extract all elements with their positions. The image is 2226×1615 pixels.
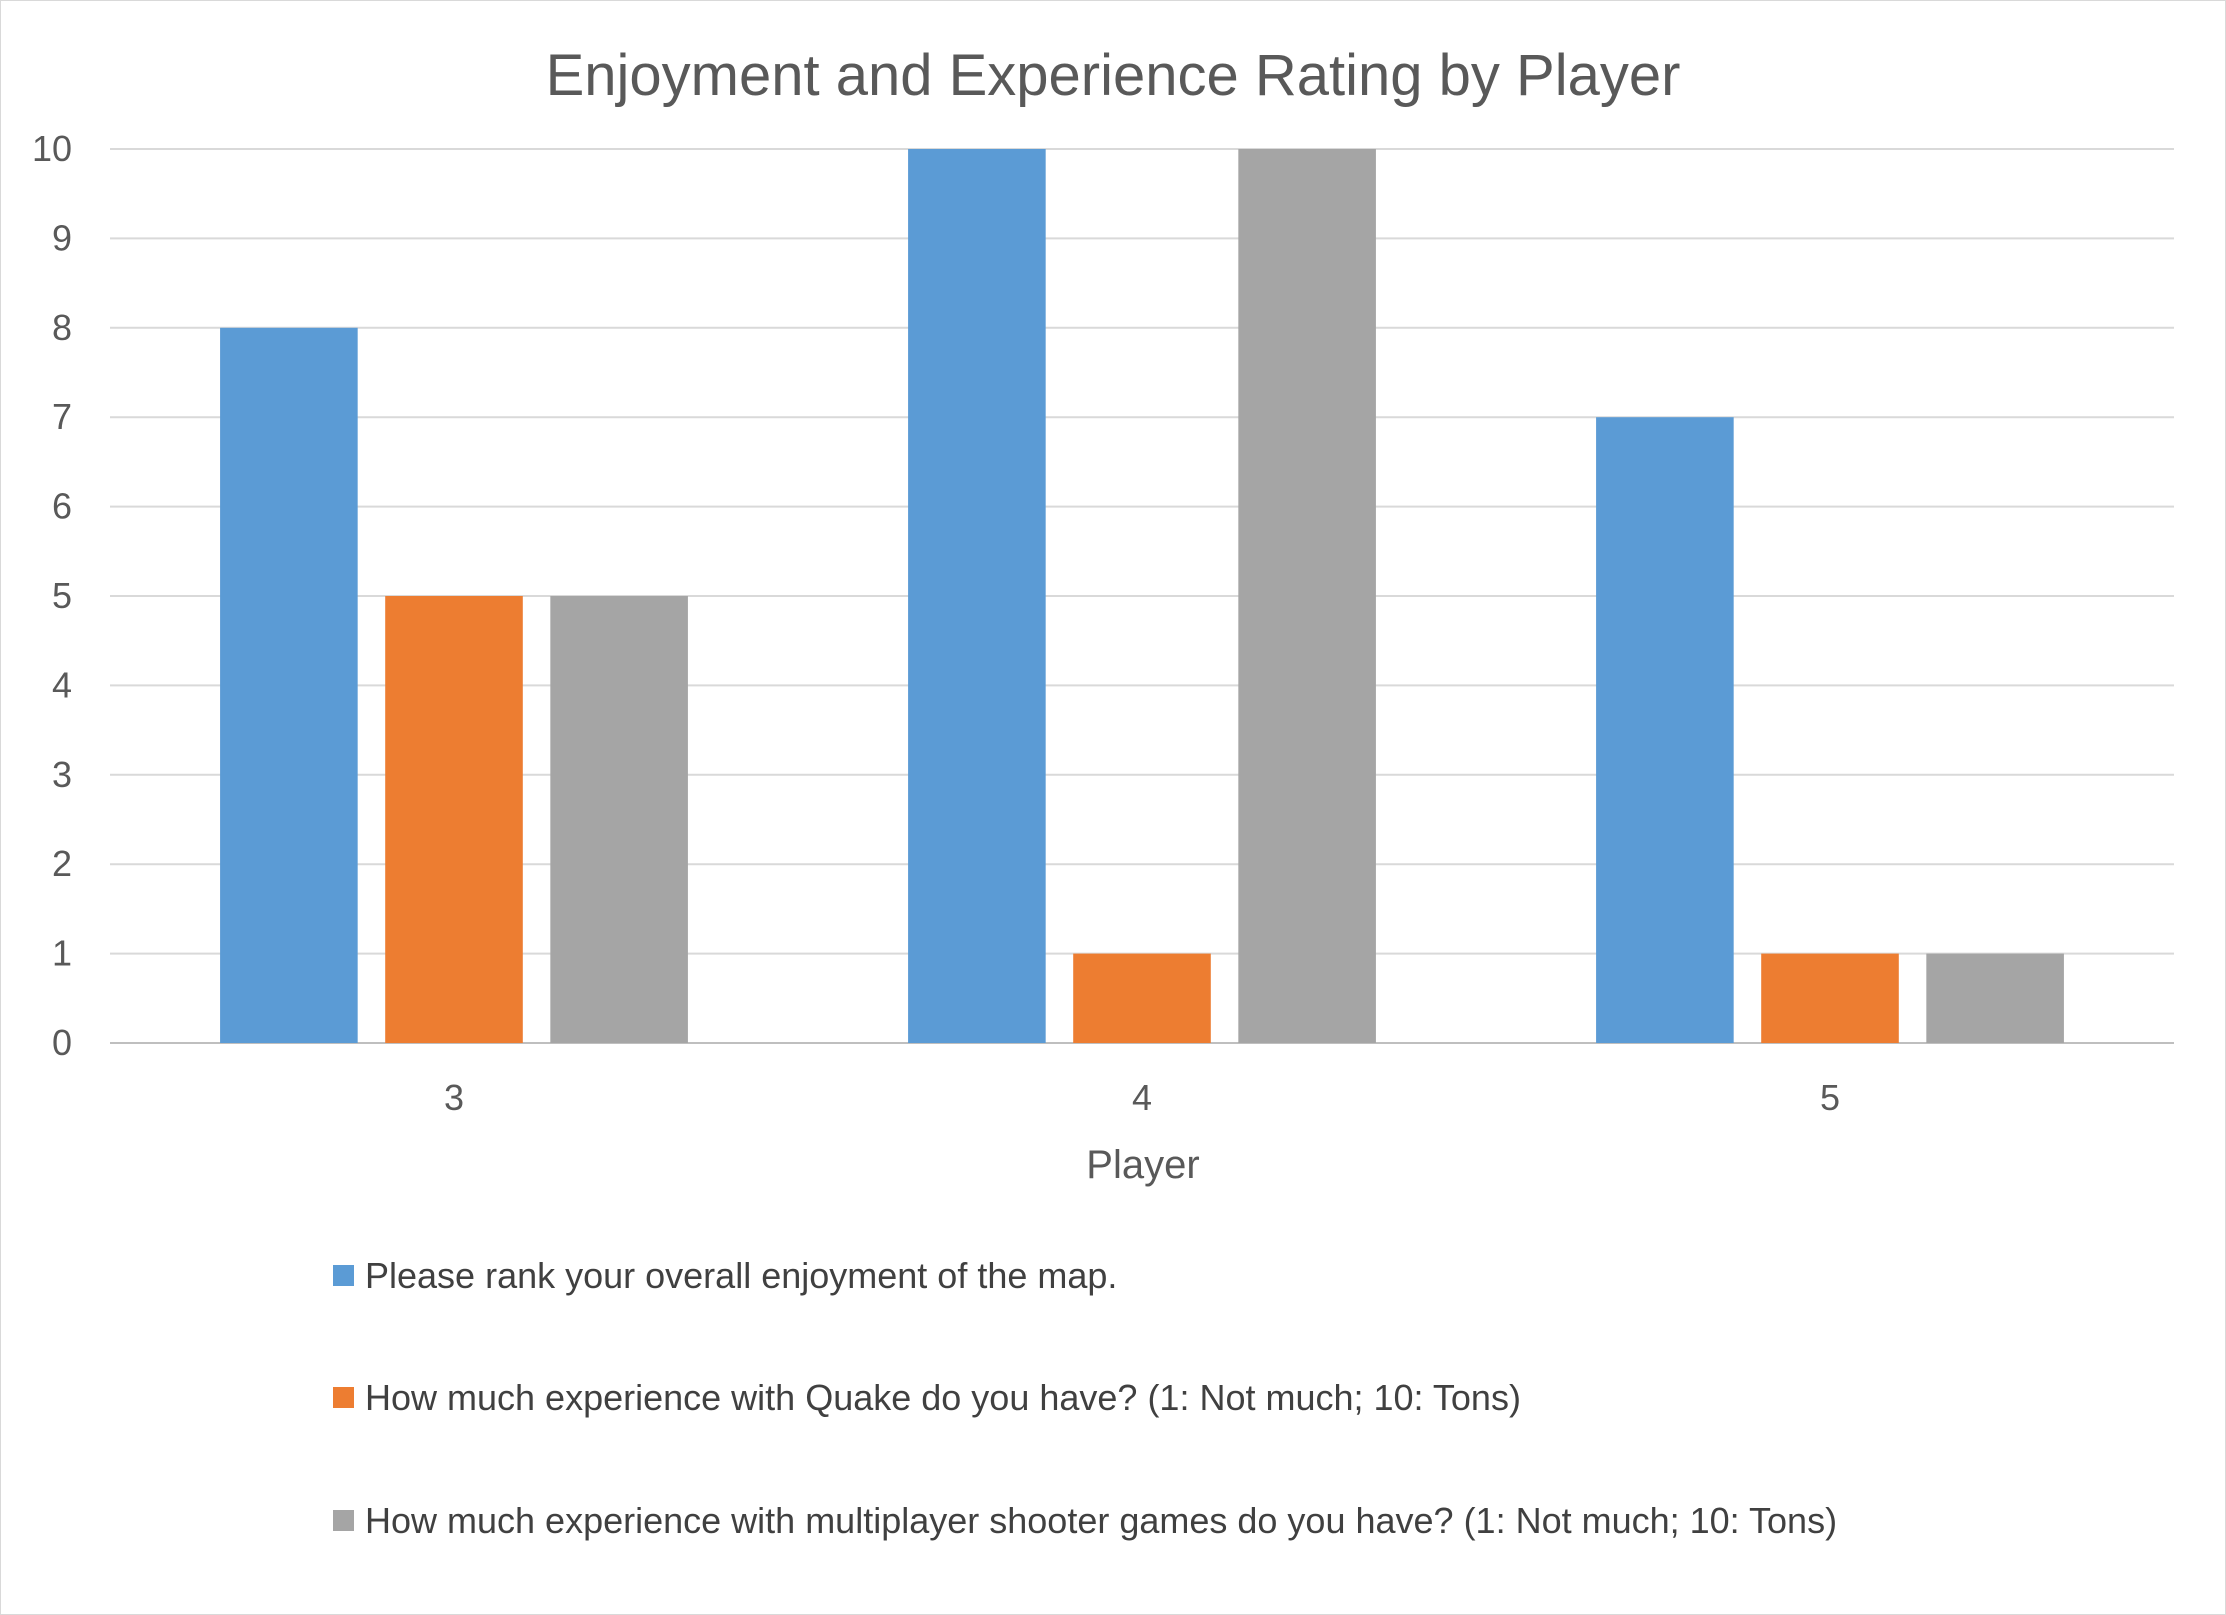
y-tick-label: 3 (52, 754, 72, 795)
bar-player-4-series-2 (1073, 953, 1211, 1043)
y-tick-label: 10 (32, 128, 72, 169)
x-axis-ticks: 3 4 5 (444, 1077, 1840, 1118)
legend-swatch (333, 1265, 354, 1286)
legend-item: How much experience with multiplayer sho… (333, 1500, 1837, 1541)
legend-item: Please rank your overall enjoyment of th… (333, 1255, 1117, 1296)
x-axis-title: Player (1086, 1143, 1199, 1187)
y-tick-label: 9 (52, 217, 72, 258)
y-tick-label: 2 (52, 843, 72, 884)
chart-title: Enjoyment and Experience Rating by Playe… (546, 43, 1681, 108)
bar-player-3-series-1 (220, 327, 358, 1043)
y-tick-label: 7 (52, 396, 72, 437)
bar-player-4-series-1 (908, 149, 1046, 1043)
legend-label: How much experience with multiplayer sho… (365, 1500, 1837, 1541)
legend-swatch (333, 1510, 354, 1531)
bar-player-3-series-2 (385, 596, 523, 1043)
legend: Please rank your overall enjoyment of th… (333, 1255, 1837, 1541)
legend-item: How much experience with Quake do you ha… (333, 1377, 1521, 1418)
x-tick-label: 3 (444, 1077, 464, 1118)
bar-player-3-series-3 (550, 596, 688, 1043)
bar-player-5-series-1 (1596, 417, 1734, 1043)
x-tick-label: 5 (1820, 1077, 1840, 1118)
y-tick-label: 1 (52, 933, 72, 974)
legend-label: How much experience with Quake do you ha… (365, 1377, 1521, 1418)
legend-label: Please rank your overall enjoyment of th… (365, 1255, 1117, 1296)
bar-player-5-series-3 (1926, 953, 2064, 1043)
bars (220, 149, 2064, 1043)
y-tick-label: 8 (52, 307, 72, 348)
y-tick-label: 0 (52, 1022, 72, 1063)
x-tick-label: 4 (1132, 1077, 1152, 1118)
y-tick-label: 5 (52, 575, 72, 616)
legend-swatch (333, 1387, 354, 1408)
bar-player-5-series-2 (1761, 953, 1899, 1043)
y-axis-ticks: 0 1 2 3 4 5 6 7 8 9 10 (32, 128, 72, 1063)
bar-player-4-series-3 (1238, 149, 1376, 1043)
y-tick-label: 4 (52, 664, 72, 705)
y-tick-label: 6 (52, 486, 72, 527)
